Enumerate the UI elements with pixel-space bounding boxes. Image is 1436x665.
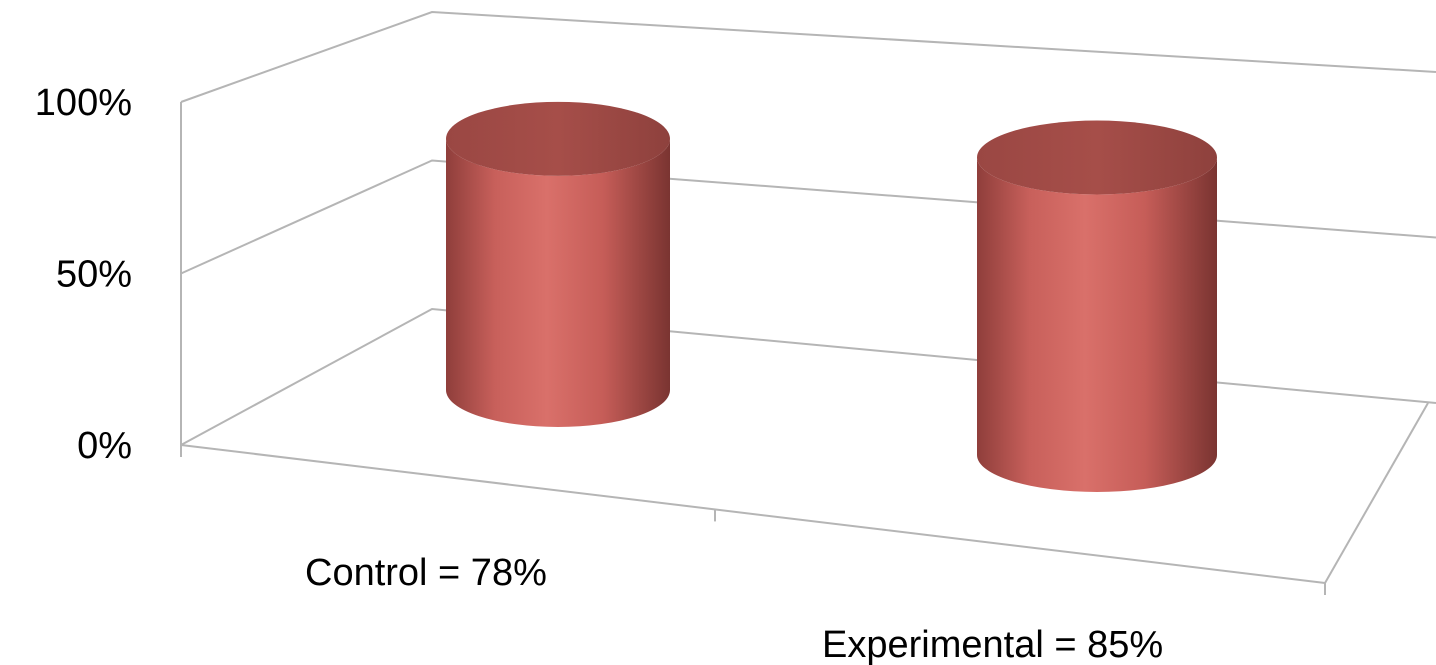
cylinder-body [977, 157, 1217, 492]
floor-front-edge [180, 444, 1326, 584]
y-axis-ticks: 0% 50% 100% [35, 82, 132, 467]
category-label: Experimental = 85% [822, 624, 1163, 665]
cylinder-body [446, 138, 670, 427]
gridline-100 [180, 10, 1436, 103]
bar-2 [977, 120, 1217, 492]
category-labels: Control = 78% Experimental = 85% [305, 552, 1163, 665]
gridline-50 [180, 159, 1436, 275]
floor-right-edge [1324, 402, 1429, 584]
chart-bars [446, 101, 1217, 492]
category-label: Control = 78% [305, 552, 547, 594]
gridline-0 [180, 307, 1436, 446]
y-tick-label: 50% [56, 254, 132, 296]
bar-1 [446, 101, 670, 427]
cylinder-top [446, 101, 670, 176]
chart-walls [180, 10, 1436, 595]
y-tick-label: 100% [35, 82, 132, 124]
cylinder-top [977, 120, 1217, 195]
y-tick-label: 0% [77, 425, 132, 467]
